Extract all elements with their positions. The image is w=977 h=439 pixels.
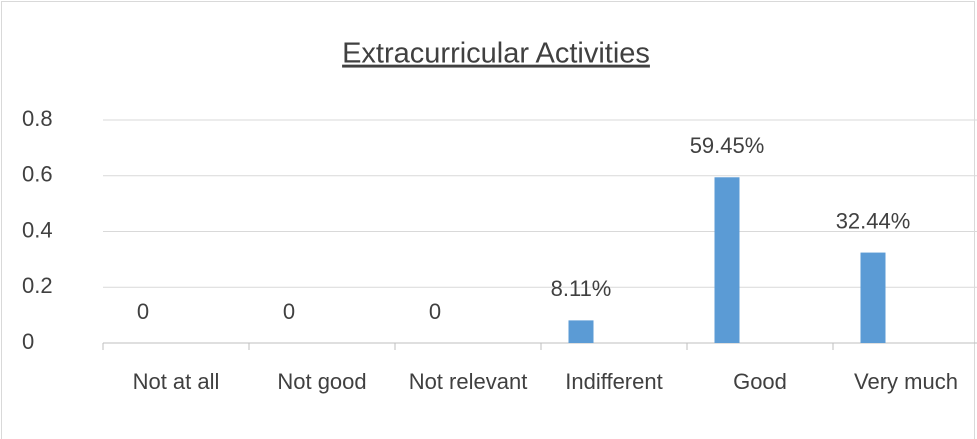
x-tick-label-box: Good: [733, 369, 787, 394]
data-label: 0: [137, 299, 149, 324]
x-tick-label-box: Not at all: [132, 369, 220, 394]
x-tick-label-box: Very much: [854, 369, 958, 394]
data-label: 0: [283, 299, 295, 324]
y-tick-label: 0.2: [22, 273, 53, 298]
x-tick-label: Not relevant: [408, 369, 528, 394]
data-label: 8.11%: [551, 276, 612, 301]
data-label: 59.45%: [690, 133, 765, 158]
data-label: 0: [429, 299, 441, 324]
x-tick-label-box: Indifferent: [565, 369, 663, 394]
y-tick-label: 0.6: [22, 162, 53, 187]
y-tick-label: 0.4: [22, 217, 53, 242]
chart-title: Extracurricular Activities: [342, 38, 650, 70]
bar: [860, 252, 886, 343]
x-tick-label: Very much: [854, 369, 958, 394]
x-tick-label: Not at all: [132, 369, 220, 394]
x-tick-label-box: Not relevant: [408, 369, 528, 394]
bar: [714, 177, 740, 343]
bar: [568, 320, 594, 343]
y-tick-label: 0.8: [22, 106, 53, 131]
x-tick-label: Good: [733, 369, 787, 394]
x-tick-label: Not good: [277, 369, 367, 394]
y-tick-label: 0: [22, 329, 34, 354]
data-label: 32.44%: [836, 208, 911, 233]
x-tick-label: Indifferent: [565, 369, 663, 394]
x-tick-label-box: Not good: [277, 369, 367, 394]
